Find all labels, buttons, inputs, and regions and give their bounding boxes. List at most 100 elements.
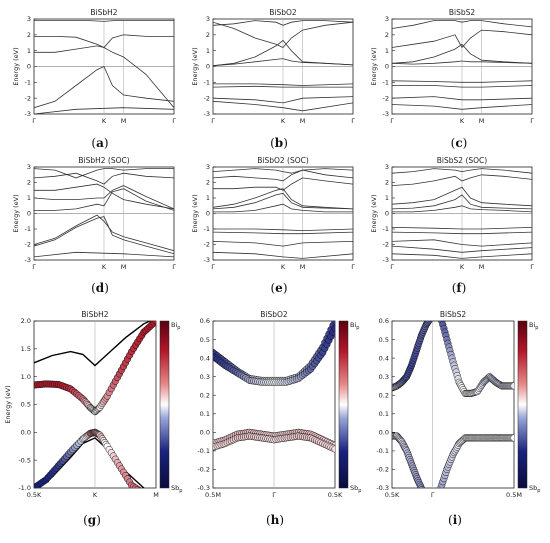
y-tick-label: 2	[27, 179, 31, 187]
projected-band-point	[141, 490, 148, 497]
x-tick-label: 0.5K	[385, 491, 400, 499]
x-tick-label: K	[93, 491, 98, 499]
panel-g: BiSbH2 -1.0 -0.5 0.0 0.5 1.0 1.5 2.0 Energy (eV)…	[4, 310, 182, 527]
projected-band-point	[137, 487, 142, 488]
y-tick-label: -2	[204, 241, 210, 249]
y-tick-label: 0	[206, 210, 210, 218]
y-tick-label: 0	[385, 63, 389, 71]
y-tick-label: -0.2	[197, 466, 210, 474]
projected-band-point	[426, 321, 433, 324]
y-tick-label: -1.0	[18, 484, 31, 492]
projected-band-point	[427, 321, 433, 323]
band-line	[392, 227, 532, 230]
y-axis-label: Energy (eV)	[12, 194, 20, 232]
panel-d: BiSbH2 (SOC) -3 -2 -1 0 1 2 3 Energy (eV) Γ K M Γ (d)	[12, 156, 176, 295]
y-tick-label: -3	[383, 256, 389, 264]
band-line	[34, 216, 174, 255]
chart-title: BiSbH2 (SOC)	[78, 156, 129, 165]
x-tick-label: K	[460, 117, 465, 125]
x-tick-label: Γ	[530, 117, 534, 125]
panel-caption: (c)	[451, 136, 468, 150]
y-tick-label: -0.5	[18, 456, 31, 464]
y-tick-label: -0.3	[376, 484, 389, 492]
band-line	[34, 185, 174, 210]
y-tick-label: 0.3	[379, 373, 389, 381]
x-tick-label: 0.5M	[506, 491, 522, 499]
y-tick-label: 0.6	[200, 317, 210, 325]
y-tick-label: -2	[25, 94, 31, 102]
x-tick-label: M	[300, 263, 306, 271]
panel-h: BiSbO2 -0.3 -0.2 -0.1 0.0 0.1 0.2 0.3 0.4 0.5 0.6 0…	[197, 310, 361, 527]
y-tick-label: -0.3	[197, 484, 210, 492]
projected-band-point	[423, 494, 430, 501]
projected-band-point	[422, 492, 429, 499]
band-line	[213, 85, 353, 88]
y-tick-label: -3	[383, 110, 389, 118]
panel-a: BiSbH2 -3 -2 -1 0 1 2 3 Energy (eV) Γ K M Γ (a)	[12, 8, 176, 150]
projected-band-point	[331, 445, 335, 453]
panel-caption: (e)	[270, 281, 287, 295]
x-tick-label: Γ	[390, 263, 394, 271]
y-tick-label: 3	[385, 15, 389, 23]
y-tick-label: 3	[206, 15, 210, 23]
y-tick-label: -3	[25, 110, 31, 118]
y-tick-label: 0.4	[200, 354, 210, 362]
y-tick-label: 1	[385, 47, 389, 55]
panel-b: BiSbO2 -3 -2 -1 0 1 2 3 Energy (eV) Γ K M Γ (b)	[191, 8, 355, 150]
band-line	[213, 96, 353, 104]
plot-area	[34, 168, 174, 258]
projected-band-point	[421, 491, 428, 498]
band-line	[213, 168, 353, 174]
y-tick-label: 2	[385, 179, 389, 187]
y-tick-label: 0.4	[379, 354, 389, 362]
band-line	[392, 205, 532, 213]
projected-band-point	[421, 487, 425, 488]
colorbar	[159, 320, 170, 489]
band-line	[392, 239, 532, 247]
band-line	[392, 43, 532, 64]
y-tick-label: 0.0	[200, 429, 210, 437]
band-line	[392, 245, 532, 253]
y-tick-label: 1.5	[21, 345, 31, 353]
x-tick-label: Γ	[431, 491, 435, 499]
band-line	[213, 188, 353, 210]
band-line	[392, 80, 532, 83]
y-tick-label: 0.0	[21, 429, 31, 437]
colorbar	[338, 320, 349, 489]
band-line	[392, 29, 532, 49]
y-tick-label: 1	[206, 194, 210, 202]
band-line	[392, 20, 532, 29]
band-line	[392, 186, 532, 207]
x-tick-label: K	[460, 263, 465, 271]
band-line	[34, 168, 174, 179]
y-axis-label: Energy (eV)	[370, 47, 378, 85]
band-line	[34, 20, 174, 22]
plot-area	[392, 168, 532, 259]
y-tick-label: 2	[206, 179, 210, 187]
y-tick-label: 1	[27, 194, 31, 202]
y-axis-label: Energy (eV)	[191, 47, 199, 85]
x-tick-label: K	[281, 263, 286, 271]
projected-band-point	[420, 489, 427, 496]
x-tick-label: 0.5M	[205, 491, 221, 499]
y-tick-label: -2	[204, 94, 210, 102]
x-tick-label: Γ	[32, 263, 36, 271]
band-line	[213, 20, 353, 26]
chart-title: BiSbO2 (SOC)	[257, 156, 309, 165]
band-line	[34, 188, 174, 211]
band-line	[392, 96, 532, 101]
band-line	[392, 253, 532, 259]
y-tick-label: 0.5	[200, 336, 210, 344]
colorbar-bottom-label: Sbp	[350, 484, 361, 494]
band-line	[392, 194, 532, 210]
plot-area	[213, 20, 353, 112]
x-tick-label: K	[102, 117, 107, 125]
panel-caption: (g)	[83, 513, 101, 527]
projected-band-point	[331, 324, 335, 332]
x-tick-label: 0.5K	[328, 491, 343, 499]
colorbar-top-label: Bip	[350, 321, 359, 331]
projected-band-point	[331, 321, 335, 325]
y-tick-label: -1	[25, 225, 31, 233]
y-tick-label: 0.3	[200, 373, 210, 381]
y-tick-label: 1.0	[21, 373, 31, 381]
